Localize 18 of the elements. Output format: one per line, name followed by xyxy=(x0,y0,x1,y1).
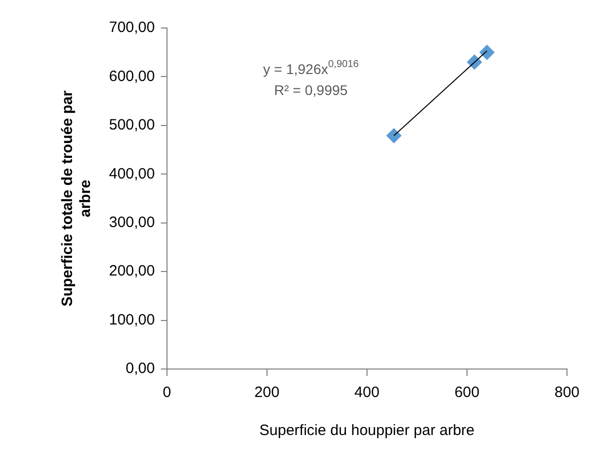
point xyxy=(386,128,402,144)
x-tick-label: 0 xyxy=(162,384,172,402)
x-axis-title: Superficie du houppier par arbre xyxy=(259,422,475,440)
y-tick-label: 500,00 xyxy=(108,116,155,134)
y-tick-label: 100,00 xyxy=(108,311,155,328)
y-tick-label: 600,00 xyxy=(108,68,155,85)
annotation: R² = 0,9995 xyxy=(274,82,348,98)
x-tick-label: 200 xyxy=(254,384,280,402)
y-tick-label: 700,00 xyxy=(108,19,155,36)
x-tick-label: 800 xyxy=(554,384,580,402)
y-tick-label: 0,00 xyxy=(126,360,155,378)
point xyxy=(479,44,494,60)
y-axis-title: Superficie totale de trouée par arbre xyxy=(59,90,94,306)
y-tick-label: 400,00 xyxy=(108,165,155,182)
y-tick-label: 300,00 xyxy=(108,214,155,231)
x-tick-label: 600 xyxy=(454,384,480,402)
y-tick-label: 200,00 xyxy=(108,262,155,280)
x-tick-label: 400 xyxy=(354,384,380,402)
